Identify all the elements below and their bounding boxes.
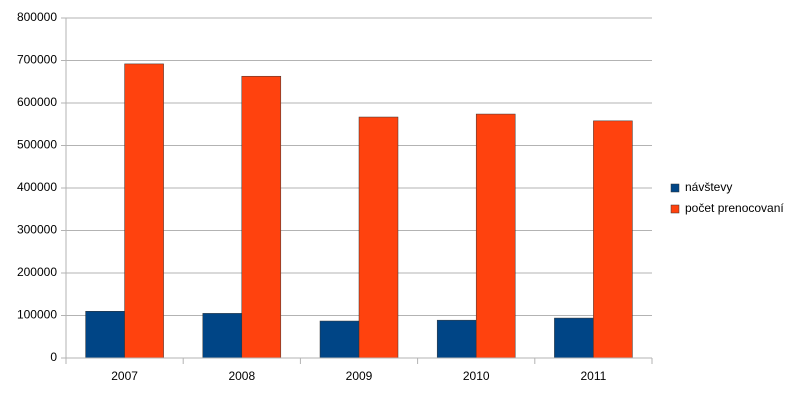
legend-label: počet prenocovaní	[685, 201, 784, 215]
bar	[475, 113, 516, 359]
bar	[85, 311, 125, 359]
y-tick-label: 700000	[17, 53, 57, 67]
x-tick-label: 2008	[228, 369, 255, 383]
bar	[358, 116, 399, 359]
x-tick-label: 2011	[580, 369, 606, 383]
y-tick-label: 300000	[17, 223, 57, 237]
y-tick-label: 800000	[17, 10, 57, 24]
y-tick-label: 100000	[17, 308, 57, 322]
bar	[202, 313, 243, 359]
bar	[436, 319, 477, 359]
bar	[554, 317, 594, 359]
y-tick-label: 200000	[17, 265, 57, 279]
bar	[124, 63, 164, 359]
y-tick-label: 500000	[17, 138, 57, 152]
legend-swatch	[670, 183, 680, 193]
bar	[241, 75, 282, 359]
bar	[593, 120, 633, 359]
y-tick-label: 600000	[17, 95, 57, 109]
legend-swatch	[670, 204, 680, 214]
x-tick-label: 2009	[346, 369, 373, 383]
x-tick-label: 2007	[111, 369, 138, 383]
y-tick-label: 400000	[17, 180, 57, 194]
bar	[319, 320, 360, 359]
legend-label: návštevy	[685, 180, 732, 194]
x-tick-label: 2010	[463, 369, 490, 383]
y-tick-label: 0	[50, 350, 57, 364]
